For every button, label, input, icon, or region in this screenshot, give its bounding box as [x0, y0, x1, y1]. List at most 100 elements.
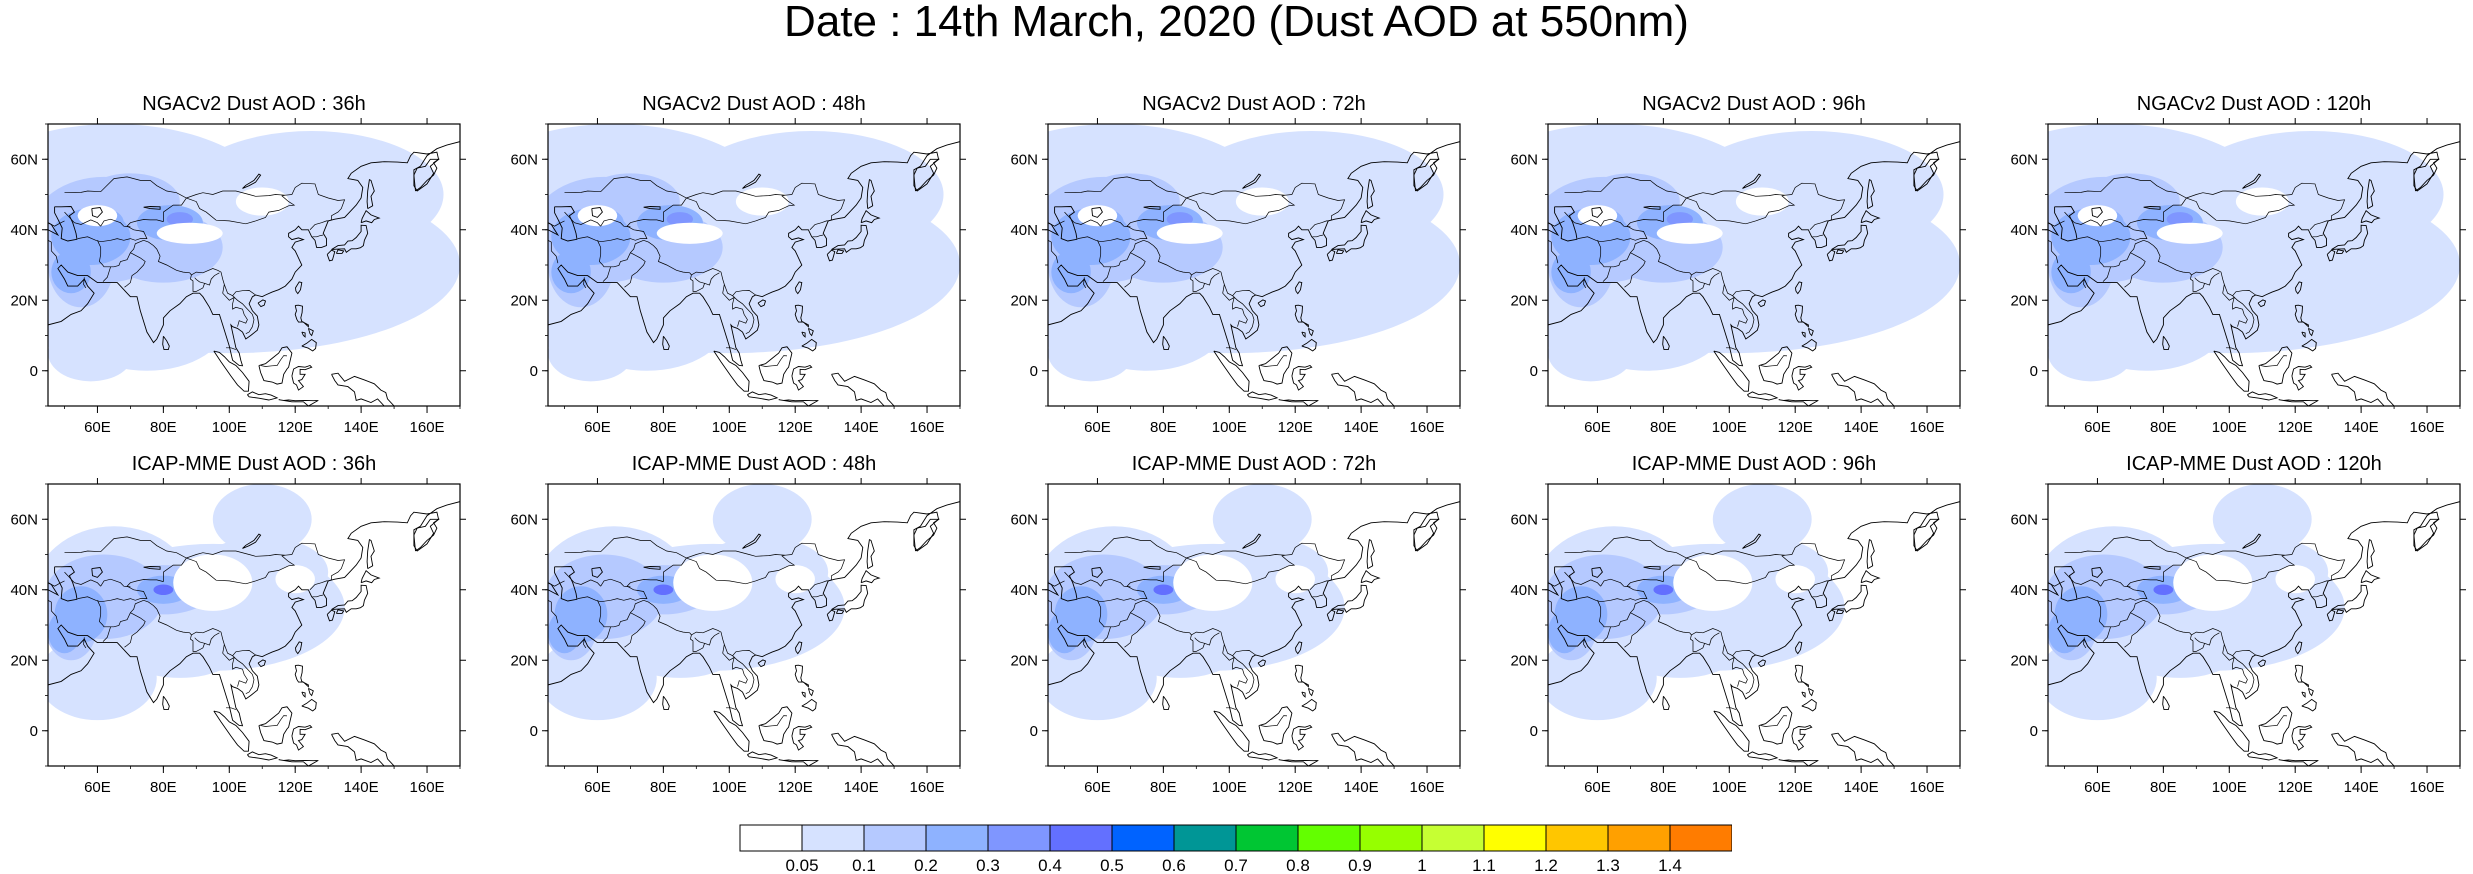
coastline: [48, 141, 460, 367]
country-border: [124, 252, 146, 288]
country-border: [643, 599, 756, 657]
country-border: [2064, 211, 2101, 227]
coastline: [1791, 364, 1813, 391]
country-border: [2312, 594, 2324, 598]
lat-tick-label: 40N: [1510, 582, 1538, 599]
country-border: [1643, 599, 1756, 657]
country-border: [2097, 599, 2144, 628]
country-border: [1309, 580, 1329, 591]
lon-tick-label: 60E: [1084, 779, 1111, 796]
coastline: [1548, 501, 1960, 727]
dust-aod-map: 60N 40N 20N 0 60E 80E 100E 120E 140E 160E: [2010, 118, 2466, 436]
country-border: [1600, 578, 1631, 588]
coastline: [747, 751, 779, 761]
coastline: [1294, 664, 1309, 688]
lat-tick-label: 40N: [10, 222, 38, 239]
coastline: [413, 158, 441, 192]
coastline: [2335, 609, 2345, 614]
coastline: [1713, 710, 1750, 752]
coastline: [301, 698, 317, 712]
country-border: [2143, 239, 2256, 297]
country-border: [2312, 234, 2324, 238]
colorbar-label: 0.05: [785, 856, 818, 874]
map-panel: NGACv2 Dust AOD : 48h 60N 40N 20N 0 60E 80E 100…: [500, 92, 966, 462]
country-border: [1083, 637, 1087, 649]
country-border: [1597, 599, 1644, 628]
country-border: [2204, 632, 2220, 646]
country-border: [64, 536, 346, 582]
lon-tick-label: 100E: [2212, 779, 2247, 796]
country-border: [704, 632, 720, 646]
lon-tick-label: 120E: [778, 419, 813, 436]
coastline: [291, 364, 313, 391]
country-border: [312, 234, 324, 238]
country-border: [2048, 220, 2065, 227]
lon-tick-label: 160E: [1910, 419, 1945, 436]
coastline: [2143, 206, 2161, 210]
country-border: [1602, 626, 1611, 642]
coastline: [1778, 759, 1819, 766]
coastline: [742, 173, 762, 189]
coastline: [1331, 584, 1369, 613]
country-border: [624, 252, 646, 288]
coastline: [1091, 207, 1103, 218]
lon-tick-label: 60E: [1084, 419, 1111, 436]
aod-region: [1548, 610, 1581, 654]
lon-tick-label: 60E: [84, 419, 111, 436]
country-border: [1760, 715, 1788, 727]
coastline: [54, 566, 78, 602]
coastline: [1866, 539, 1875, 569]
coastline: [757, 299, 767, 308]
coastline: [1335, 609, 1345, 614]
panel-title: ICAP-MME Dust AOD : 96h: [1631, 453, 1877, 475]
coastline: [1054, 566, 1078, 602]
country-border: [226, 347, 237, 350]
aod-region: [48, 610, 81, 654]
country-border: [2260, 715, 2288, 727]
lat-tick-label: 20N: [2010, 652, 2038, 669]
country-border: [1260, 715, 1288, 727]
coastline: [2091, 207, 2103, 218]
coastline: [2301, 338, 2317, 352]
country-border: [583, 637, 587, 649]
country-border: [143, 599, 256, 657]
country-border: [602, 626, 611, 642]
coastline: [713, 710, 750, 752]
colorbar-swatch: [1545, 824, 1609, 852]
lon-tick-label: 80E: [1650, 419, 1677, 436]
country-border: [812, 594, 824, 598]
lat-tick-label: 60N: [1510, 151, 1538, 168]
coastline: [2054, 206, 2078, 242]
country-border: [124, 612, 146, 648]
coastline: [1326, 609, 1336, 622]
country-border: [2190, 274, 2206, 292]
aod-clear-region: [77, 205, 118, 227]
coastline: [1247, 751, 1279, 761]
coastline: [794, 304, 809, 328]
lon-tick-label: 160E: [410, 779, 445, 796]
coastline: [1835, 609, 1845, 614]
country-border: [597, 599, 644, 628]
country-border: [726, 347, 737, 350]
colorbar-label: 1.3: [1596, 856, 1620, 874]
panel-title: NGACv2 Dust AOD : 36h: [142, 93, 366, 115]
coastline: [2301, 691, 2306, 698]
lon-tick-label: 80E: [650, 419, 677, 436]
coastline: [2247, 751, 2279, 761]
coastline: [301, 691, 306, 698]
country-border: [2097, 239, 2144, 268]
coastline: [213, 710, 250, 752]
coastline: [1866, 179, 1875, 209]
coastline: [1291, 364, 1313, 391]
coastline: [1795, 281, 1803, 295]
dust-aod-map: 60N 40N 20N 0 60E 80E 100E 120E 140E 160E: [510, 478, 966, 796]
lat-tick-label: 20N: [2010, 292, 2038, 309]
country-border: [2064, 571, 2101, 587]
coastline: [548, 501, 960, 727]
coastline: [1791, 724, 1813, 751]
aod-clear-region: [235, 187, 289, 216]
colorbar-label: 1.1: [1472, 856, 1496, 874]
country-border: [77, 579, 164, 603]
lon-tick-label: 120E: [278, 779, 313, 796]
lat-tick-label: 40N: [510, 582, 538, 599]
